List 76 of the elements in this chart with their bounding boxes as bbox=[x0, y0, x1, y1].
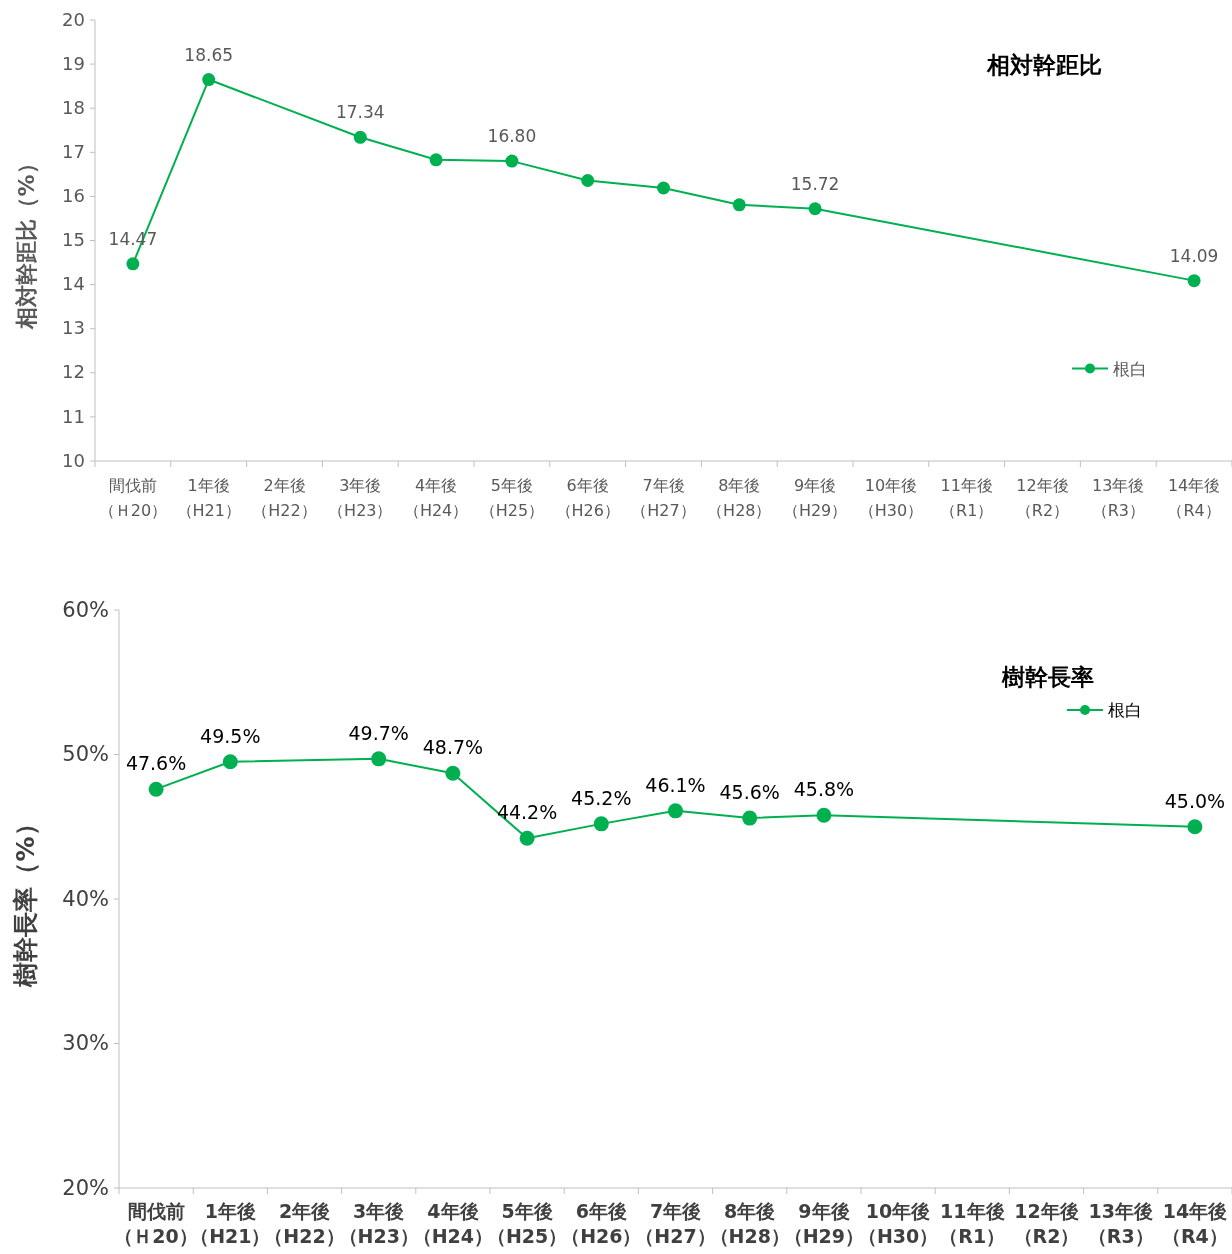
x-tick-label: 14年後（R4） bbox=[1167, 476, 1221, 520]
data-label: 18.65 bbox=[184, 44, 234, 65]
point bbox=[1187, 819, 1203, 835]
data-label: 14.09 bbox=[1169, 245, 1219, 266]
x-tick-label: 10年後（H30） bbox=[858, 476, 924, 520]
text: 樹幹長率 bbox=[1001, 664, 1095, 690]
point bbox=[519, 830, 535, 846]
x-tick-label: 11年後（R1） bbox=[939, 1200, 1006, 1247]
legend-label: 根白 bbox=[1108, 700, 1142, 720]
data-label: 46.1% bbox=[645, 773, 706, 796]
point bbox=[505, 154, 519, 168]
x-tick-label: 間伐前（Ｈ20） bbox=[98, 476, 168, 520]
x-tick-label: 6年後（H26） bbox=[555, 476, 620, 520]
y-tick-label: 11 bbox=[62, 405, 85, 427]
point bbox=[202, 73, 216, 87]
point bbox=[371, 751, 387, 767]
y-tick-label: 14 bbox=[62, 273, 85, 295]
y-tick-label: 50% bbox=[62, 742, 109, 767]
point bbox=[429, 153, 443, 167]
y-tick-label: 13 bbox=[62, 317, 85, 339]
x-tick-label: 3年後（H23） bbox=[328, 476, 393, 520]
y-tick-label: 18 bbox=[62, 96, 85, 118]
x-tick-label: 9年後（H29） bbox=[782, 476, 848, 520]
data-label: 48.7% bbox=[422, 736, 484, 759]
x-tick-label: 13年後（R3） bbox=[1091, 476, 1145, 520]
x-tick-label: 5年後（H25） bbox=[479, 476, 545, 520]
y-tick-label: 12 bbox=[62, 361, 85, 383]
x-tick-label: 12年後（R2） bbox=[1015, 476, 1070, 520]
data-label: 45.2% bbox=[571, 786, 632, 809]
data-label: 49.5% bbox=[200, 724, 261, 747]
data-label: 15.72 bbox=[790, 173, 840, 194]
point bbox=[353, 130, 367, 144]
y-tick-label: 19 bbox=[62, 52, 85, 74]
y-tick-label: 20 bbox=[62, 8, 85, 30]
point bbox=[581, 174, 595, 188]
data-label: 45.8% bbox=[793, 778, 855, 801]
x-tick-label: 2年後（H22） bbox=[252, 476, 317, 520]
x-tick-label: 14年後（R4） bbox=[1161, 1200, 1228, 1247]
data-label: 16.80 bbox=[487, 126, 537, 147]
point bbox=[148, 781, 164, 797]
x-tick-label: 8年後（H28） bbox=[707, 476, 772, 520]
text: 相対幹距比 bbox=[985, 52, 1102, 78]
data-label: 45.6% bbox=[719, 781, 780, 804]
x-tick-label: 4年後（H24） bbox=[403, 476, 469, 520]
y-tick-label: 60% bbox=[62, 597, 109, 622]
point bbox=[1187, 274, 1201, 288]
data-label: 44.2% bbox=[496, 801, 558, 824]
y-tick-label: 10 bbox=[62, 449, 85, 471]
point bbox=[126, 257, 140, 271]
y-axis-title: 相対幹距比（%） bbox=[14, 152, 39, 330]
point bbox=[808, 202, 822, 216]
point bbox=[657, 181, 670, 195]
legend-label: 根白 bbox=[1113, 358, 1147, 379]
y-tick-label: 40% bbox=[62, 886, 109, 911]
y-tick-label: 17 bbox=[62, 140, 85, 162]
point bbox=[816, 807, 832, 823]
y-tick-label: 15 bbox=[62, 229, 85, 251]
point bbox=[445, 765, 461, 781]
data-label: 17.34 bbox=[335, 102, 385, 123]
point bbox=[742, 810, 758, 826]
point bbox=[593, 816, 609, 832]
x-tick-label: 13年後（R3） bbox=[1087, 1200, 1154, 1247]
data-label: 49.7% bbox=[348, 721, 409, 744]
y-tick-label: 30% bbox=[62, 1031, 109, 1056]
y-tick-label: 20% bbox=[62, 1175, 109, 1200]
y-axis-title: 樹幹長率（%） bbox=[11, 811, 40, 988]
y-tick-label: 16 bbox=[62, 185, 85, 206]
x-tick-label: 12年後（R2） bbox=[1013, 1200, 1080, 1247]
data-label: 47.6% bbox=[125, 752, 187, 775]
x-tick-label: 1年後（H21） bbox=[176, 476, 241, 520]
point bbox=[668, 803, 683, 819]
x-tick-label: 7年後（H27） bbox=[631, 476, 696, 520]
point bbox=[732, 198, 746, 212]
x-tick-label: 11年後（R1） bbox=[940, 476, 994, 520]
data-label: 45.0% bbox=[1164, 789, 1226, 812]
point bbox=[222, 754, 238, 770]
